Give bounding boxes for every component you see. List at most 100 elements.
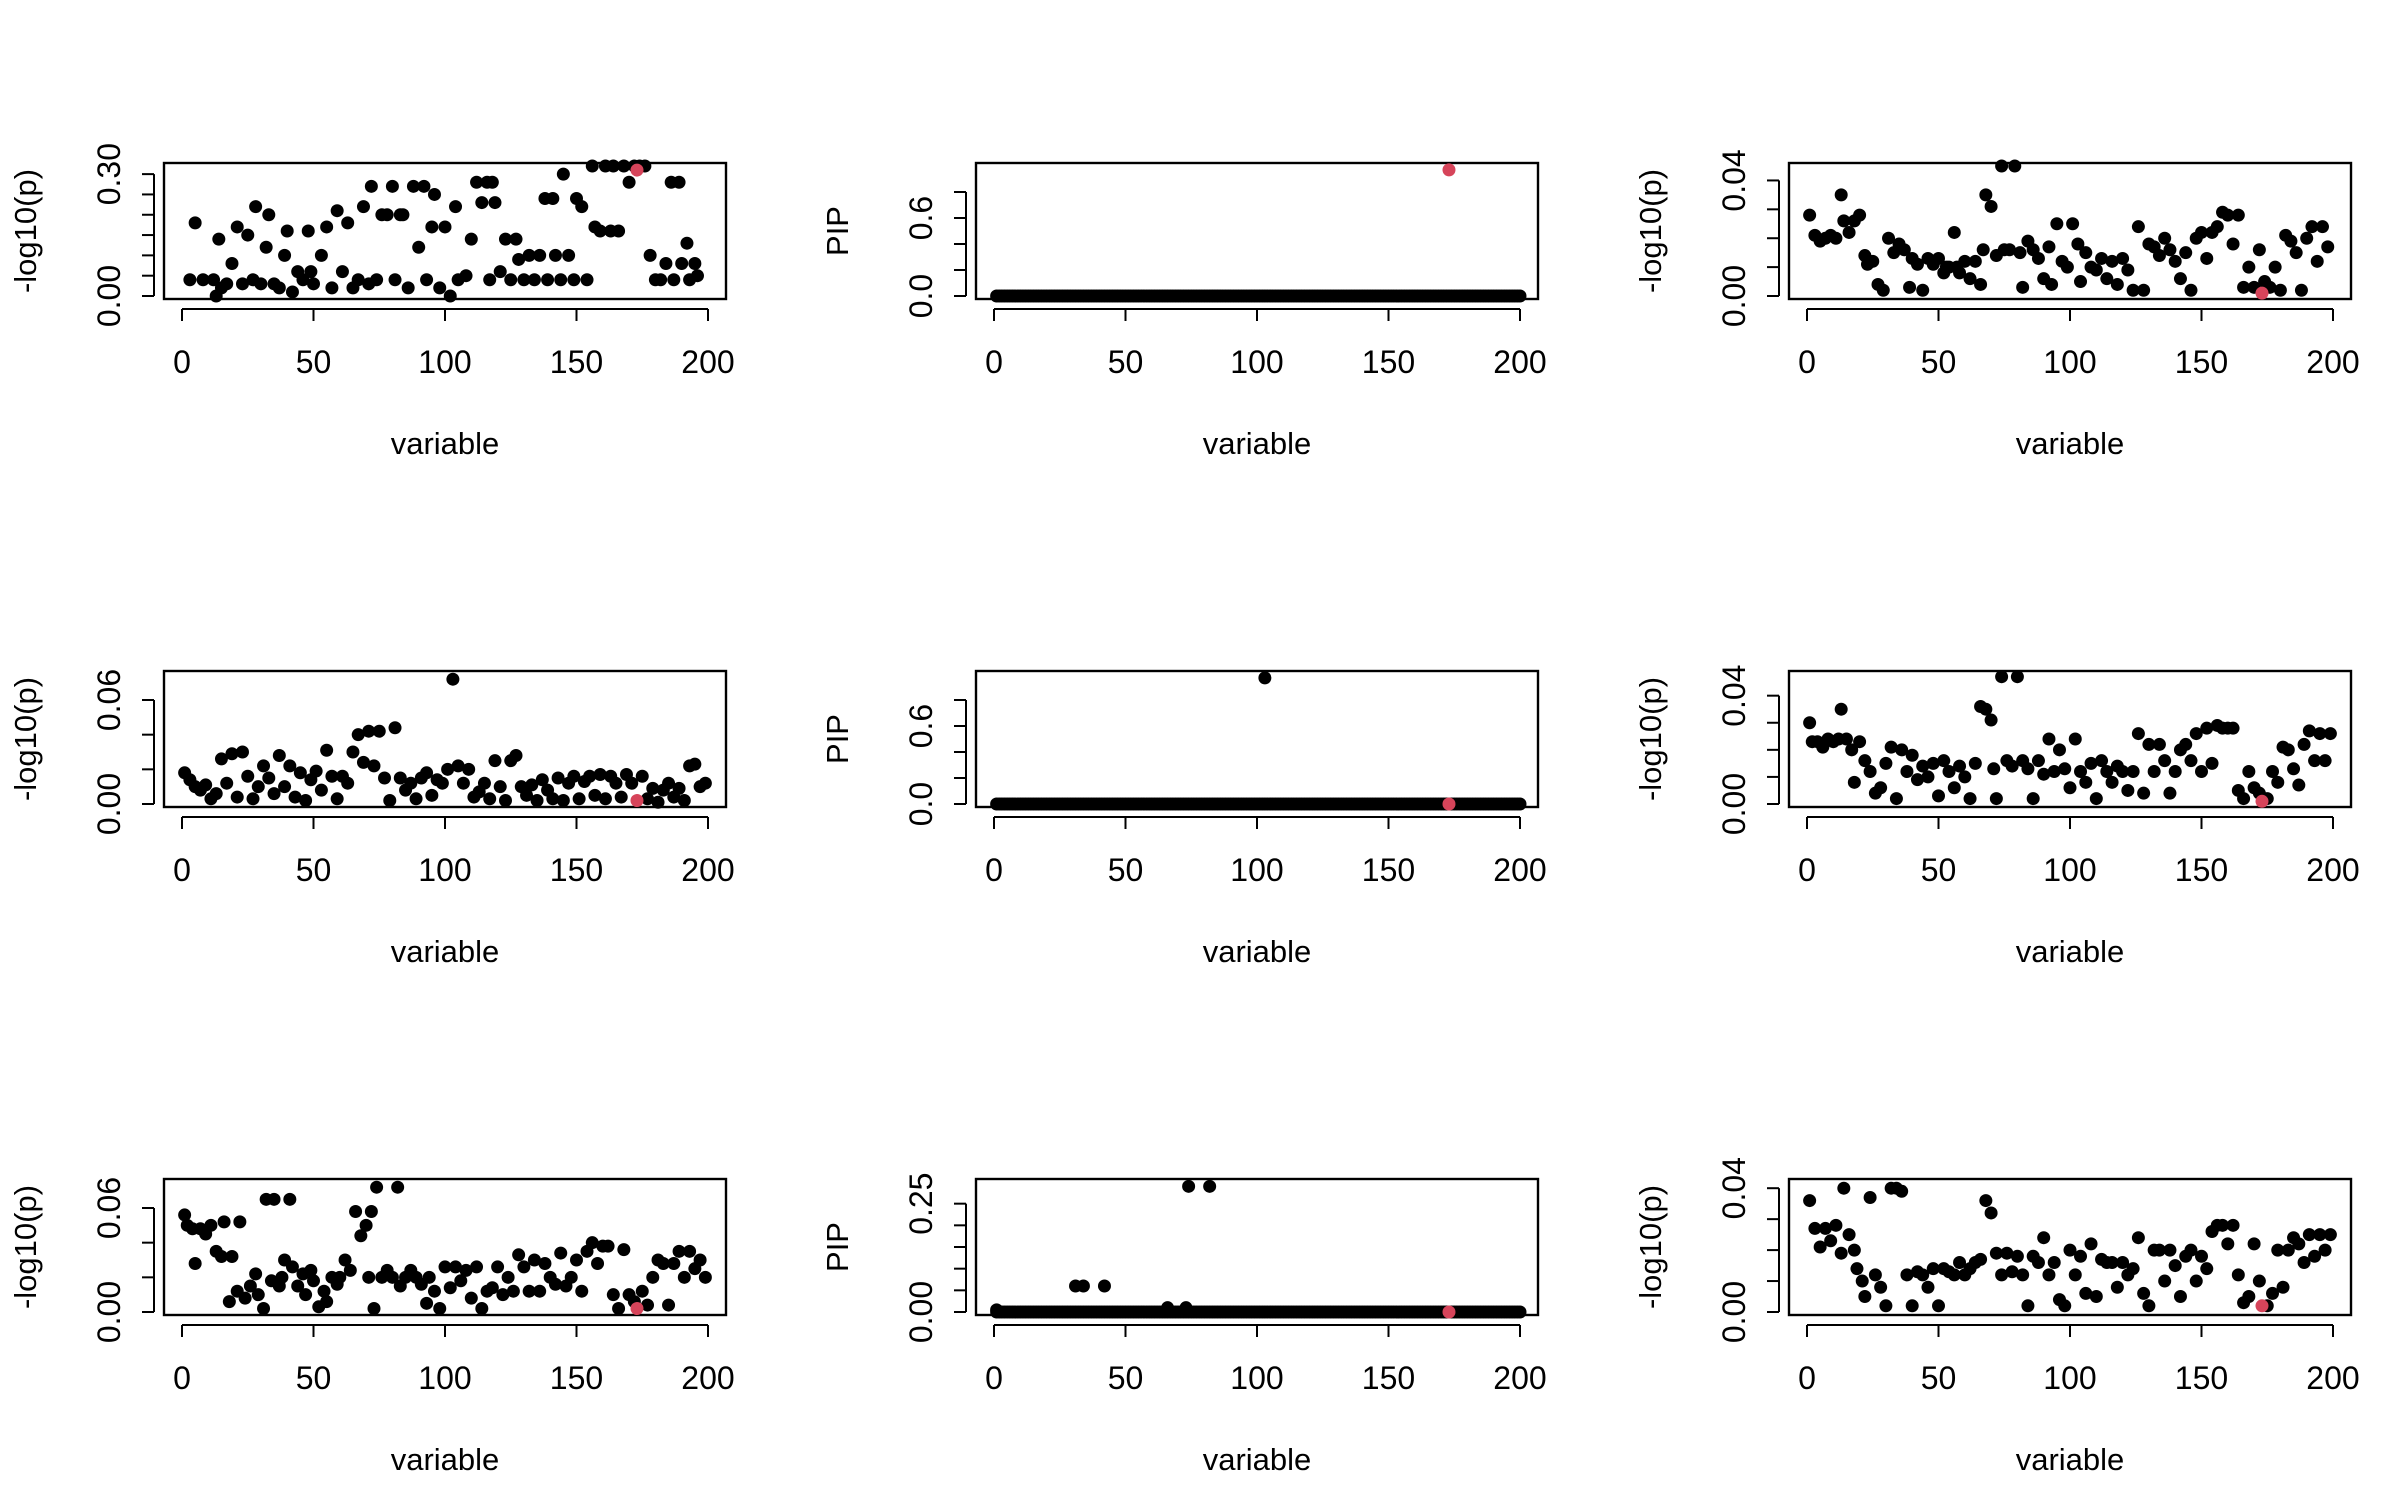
data-point	[267, 787, 281, 801]
x-tick-label: 150	[2175, 852, 2228, 888]
data-point	[401, 281, 415, 295]
data-point	[2105, 254, 2119, 268]
data-point	[512, 252, 526, 266]
data-point	[1947, 225, 1961, 239]
data-point	[493, 265, 507, 279]
data-point	[427, 187, 441, 201]
data-point	[385, 1270, 399, 1284]
data-point	[427, 1284, 441, 1298]
data-point	[341, 216, 355, 230]
data-point	[2005, 1265, 2019, 1279]
data-point	[241, 769, 255, 783]
x-tick-label: 200	[681, 1360, 734, 1396]
data-point	[2016, 1268, 2030, 1282]
data-point	[2116, 251, 2130, 265]
data-point	[2042, 1268, 2056, 1282]
y-tick-label: 0.25	[903, 1173, 939, 1235]
data-point	[362, 724, 376, 738]
panel-r2-c2: 0 50 100 150 200 variable 0.0 0.6 PIP	[820, 669, 1547, 969]
data-point	[396, 208, 410, 222]
data-point	[2137, 786, 2151, 800]
data-point	[299, 1288, 313, 1302]
y-tick-label: 0.00	[91, 265, 127, 327]
data-point	[425, 220, 439, 234]
data-point	[420, 1296, 434, 1310]
data-point	[330, 792, 344, 806]
data-point	[606, 1288, 620, 1302]
data-point	[2210, 220, 2224, 234]
data-point	[1179, 1301, 1193, 1315]
data-point	[1863, 765, 1877, 778]
data-point	[2158, 231, 2172, 245]
data-point	[272, 748, 286, 762]
data-point	[2302, 1228, 2316, 1242]
x-tick-label: 50	[1108, 1360, 1144, 1396]
data-point	[556, 167, 570, 181]
x-tick-label: 0	[985, 852, 1003, 888]
x-tick-label: 50	[296, 1360, 332, 1396]
data-point	[2116, 765, 2130, 778]
data-point	[1916, 1268, 1930, 1282]
y-axis-label: -log10(p)	[1633, 677, 1668, 801]
data-point	[225, 747, 239, 761]
x-tick-label: 200	[1493, 852, 1546, 888]
data-point	[1076, 1279, 1090, 1293]
x-tick-label: 150	[2175, 1360, 2228, 1396]
data-point	[2284, 234, 2298, 248]
data-point	[2163, 1243, 2177, 1257]
data-point	[506, 1284, 520, 1298]
data-point	[220, 776, 234, 790]
data-point	[2000, 1246, 2014, 1260]
data-point	[2045, 277, 2059, 291]
x-tick-label: 200	[2306, 344, 2359, 380]
data-point	[249, 1267, 263, 1281]
x-tick-label: 150	[2175, 344, 2228, 380]
y-tick-label: 0.00	[1716, 265, 1752, 327]
data-point	[420, 766, 434, 780]
x-tick-label: 0	[985, 344, 1003, 380]
data-point	[667, 273, 681, 287]
data-point	[317, 1284, 331, 1298]
data-point	[593, 224, 607, 238]
y-tick-label: 0.00	[91, 773, 127, 835]
data-point	[475, 1302, 489, 1316]
data-point	[2323, 1228, 2337, 1242]
data-point	[449, 200, 463, 214]
x-tick-label: 200	[2306, 852, 2359, 888]
x-tick-label: 100	[2043, 344, 2096, 380]
data-point	[2021, 762, 2035, 776]
data-point	[475, 196, 489, 210]
data-point	[1974, 277, 1988, 291]
x-axis-label: variable	[1203, 1442, 1312, 1477]
data-point	[2318, 754, 2332, 768]
data-point	[2084, 756, 2098, 770]
data-point	[530, 794, 544, 808]
y-axis-label: -log10(p)	[1633, 169, 1668, 293]
panel-r3-c3: 0 50 100 150 200 variable 0.00 0.04 -log10(p)	[1633, 1157, 2360, 1477]
data-point	[2052, 743, 2066, 757]
data-point	[570, 1253, 583, 1267]
data-point	[575, 1284, 589, 1298]
data-point	[625, 776, 639, 790]
data-point	[257, 759, 271, 773]
data-points	[178, 672, 712, 809]
data-point	[546, 792, 560, 806]
y-axis: 0.0 0.6 PIP	[820, 191, 967, 318]
data-point	[1824, 1234, 1838, 1248]
highlighted-point	[1442, 1305, 1456, 1319]
data-point	[341, 776, 355, 790]
data-point	[1989, 792, 2003, 806]
data-point	[672, 1244, 686, 1258]
x-tick-label: 100	[1230, 344, 1283, 380]
data-point	[438, 1260, 452, 1274]
plot-box	[974, 161, 1540, 301]
data-point	[688, 757, 702, 771]
data-point	[462, 762, 476, 776]
x-tick-label: 200	[2306, 1360, 2359, 1396]
data-point	[1834, 188, 1848, 202]
data-point	[562, 248, 576, 262]
x-axis-label: variable	[2016, 1442, 2125, 1477]
data-point	[1829, 231, 1843, 245]
x-axis: 0 50 100 150 200 variable	[1798, 816, 2360, 969]
data-point	[2095, 251, 2109, 265]
